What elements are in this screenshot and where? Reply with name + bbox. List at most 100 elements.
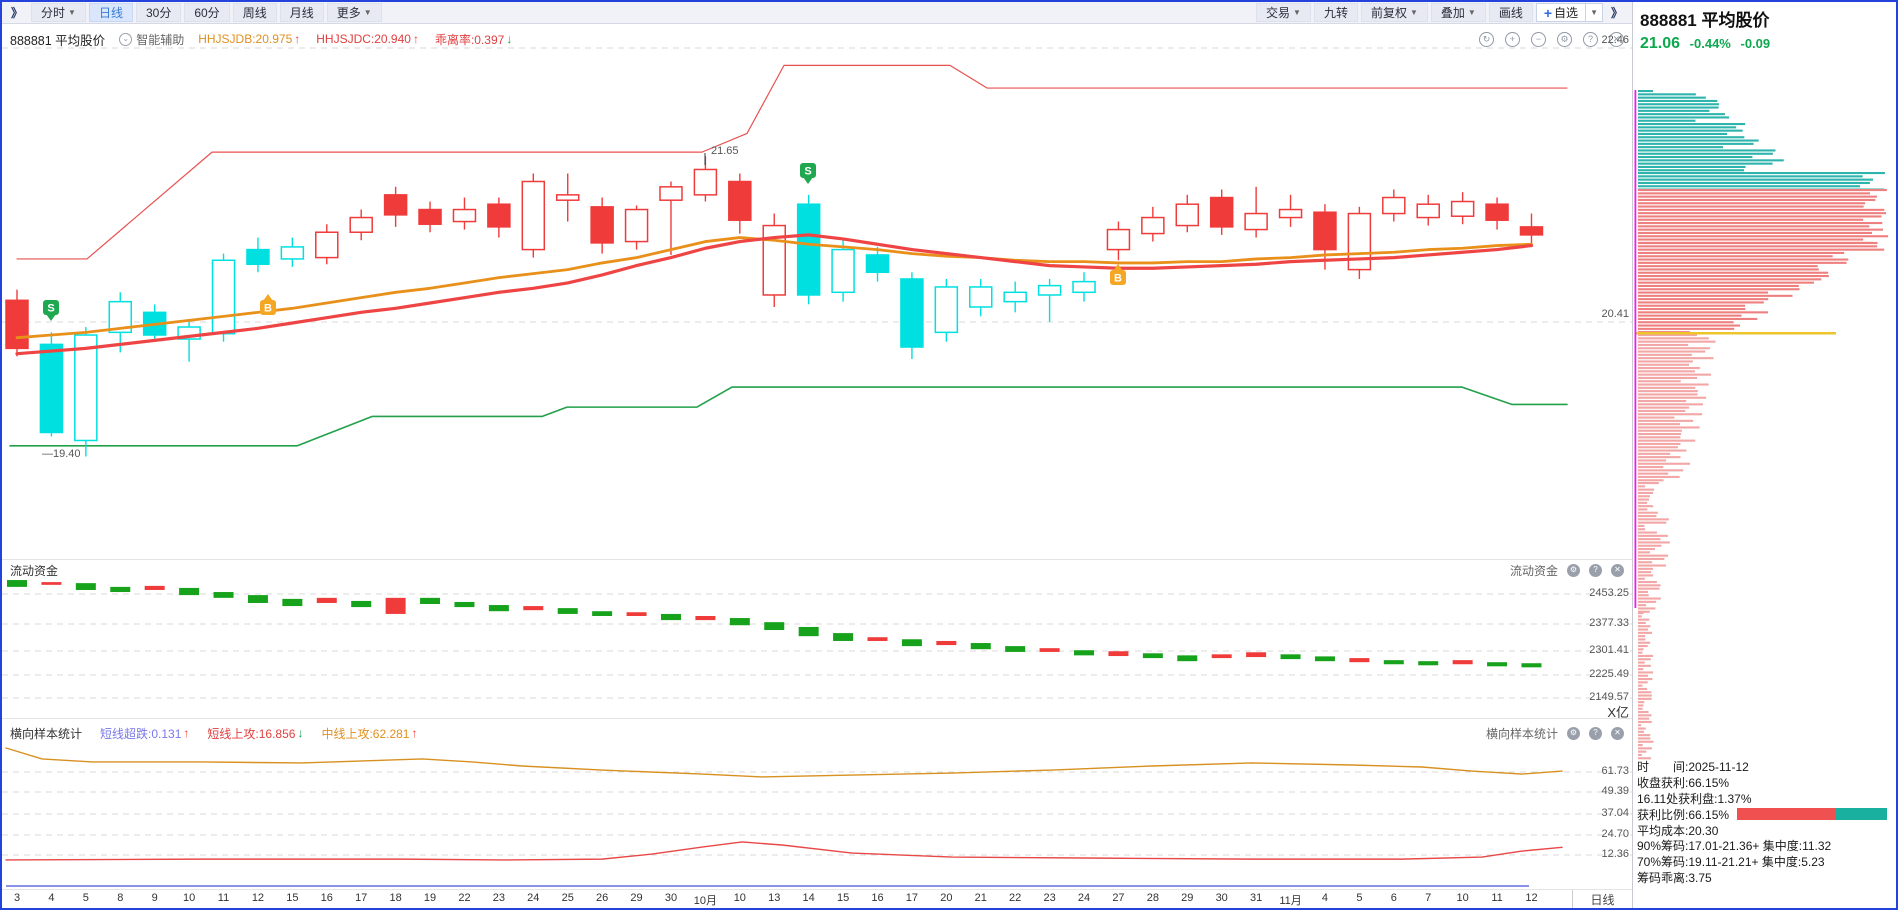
expand-icon[interactable]: 》	[1610, 6, 1623, 20]
draw-line-button[interactable]: 画线	[1488, 3, 1533, 22]
date-axis-label: 30	[664, 892, 678, 904]
plus-icon: +	[1543, 4, 1553, 21]
date-axis-label: 19	[423, 892, 437, 904]
trade-button[interactable]: 交易 ▼	[1256, 3, 1311, 22]
sell-signal-badge: S	[804, 166, 811, 178]
date-axis-label: 29	[1181, 892, 1194, 904]
date-axis-label: 15	[836, 892, 850, 904]
settings-icon[interactable]: ⚙	[1567, 726, 1580, 740]
chevron-down-icon: ▼	[1293, 7, 1301, 17]
help-icon[interactable]: ?	[1589, 726, 1602, 740]
indicator-value: 短线上攻:16.856 ↓	[207, 726, 304, 741]
date-axis-label: 23	[1043, 892, 1056, 904]
flow-panel-title: 流动资金	[10, 563, 59, 578]
tab-monthly[interactable]: 月线	[279, 3, 324, 22]
indicator-value: HHJSJDC:20.940 ↑	[316, 32, 419, 46]
date-axis-label: 25	[561, 892, 574, 904]
smart-assist-button[interactable]: ⌄ 智能辅助	[119, 31, 184, 48]
chevron-down-icon[interactable]: ▼	[1585, 4, 1602, 21]
watchlist-button[interactable]: + 自选 ▼	[1535, 3, 1603, 22]
date-axis-label: 22	[458, 892, 471, 904]
tab-more[interactable]: 更多 ▼	[326, 3, 382, 22]
tool-buttons: 交易 ▼ 九转 前复权 ▼ 叠加 ▼ 画线 + 自选 ▼ 》	[1256, 2, 1628, 24]
date-axis-label: 10	[182, 892, 196, 904]
forward-adjust-button[interactable]: 前复权 ▼	[1360, 3, 1428, 22]
buy-signal-badge: B	[1114, 273, 1122, 285]
profit-ratio-bar	[1737, 808, 1888, 821]
date-axis-label: 28	[1146, 892, 1159, 904]
panel-divider	[1632, 2, 1633, 908]
sample-axis-label: 24.70	[1601, 828, 1629, 840]
sample-panel-header: 横向样本统计 短线超跌:0.131 ↑ 短线上攻:16.856 ↓ 中线上攻:62.28…	[2, 723, 1632, 743]
date-axis-label: 24	[1077, 892, 1091, 904]
refresh-icon[interactable]: ↻	[1479, 31, 1494, 47]
settings-icon[interactable]: ⚙	[1557, 31, 1572, 47]
date-axis-label: 10	[1456, 892, 1469, 904]
date-axis-label: 6	[1390, 892, 1397, 904]
collapse-icon[interactable]: 》	[11, 6, 24, 20]
top-toolbar: 》分时 ▼ 日线 30分 60分 周线 月线 更多 ▼ 交易 ▼ 九转 前复权 ▼ 叠加 ▼ 画线 + 自选 ▼ 》	[2, 2, 1632, 24]
chip-stat-row: 90%筹码:17.01-21.36+ 集中度:11.32	[1637, 839, 1832, 854]
help-icon[interactable]: ?	[1583, 31, 1598, 47]
settings-icon[interactable]: ⚙	[1567, 563, 1580, 577]
nine-turn-button[interactable]: 九转	[1313, 3, 1358, 22]
sample-axis-label: 61.73	[1601, 765, 1629, 777]
date-axis-label: 18	[389, 892, 402, 904]
close-icon[interactable]: ✕	[1611, 726, 1624, 740]
chevron-down-icon: ▼	[68, 7, 76, 17]
price-row: 21.06 -0.44% -0.09	[1640, 35, 1896, 53]
price-axis-label: 20.41	[1601, 308, 1629, 320]
date-axis-label: 15	[286, 892, 299, 904]
flow-axis-label: 2301.41	[1589, 644, 1629, 656]
tab-daily[interactable]: 日线	[88, 3, 133, 22]
chart-header: 888881 平均股价 ⌄ 智能辅助 HHJSJDB:20.975 ↑ HHJSJD…	[2, 26, 1632, 52]
zoom-out-icon[interactable]: −	[1531, 31, 1546, 47]
panel-divider	[2, 559, 1632, 560]
date-axis-label: 7	[1425, 892, 1432, 904]
flow-axis-label: 2453.25	[1589, 587, 1629, 599]
flow-panel-header: 流动资金 流动资金 ⚙ ? ✕	[2, 560, 1632, 580]
overlay-button[interactable]: 叠加 ▼	[1430, 3, 1486, 22]
chevron-down-icon: ▼	[1409, 7, 1418, 17]
date-axis-label: 11	[217, 892, 230, 904]
date-axis-label: 5	[82, 892, 89, 904]
close-icon[interactable]: ✕	[1611, 563, 1624, 577]
date-axis-label: 23	[492, 892, 505, 904]
tab-60min[interactable]: 60分	[184, 3, 230, 22]
symbol-title: 888881 平均股价	[10, 33, 106, 48]
date-axis-label: 16	[871, 892, 884, 904]
flow-axis-unit: X亿	[1607, 705, 1629, 720]
date-axis-label: 11	[1491, 892, 1503, 904]
sample-panel-title: 横向样本统计	[10, 726, 83, 741]
low-price-annotation: —19.40	[42, 448, 81, 460]
date-axis-label: 24	[527, 892, 540, 904]
close-icon[interactable]: ✕	[1609, 31, 1624, 47]
chevron-down-icon: ▼	[363, 7, 372, 17]
sample-axis-label: 37.04	[1601, 807, 1629, 819]
change-percent: -0.44%	[1689, 36, 1731, 51]
date-axis-label: 16	[320, 892, 333, 904]
tab-weekly[interactable]: 周线	[232, 3, 277, 22]
chip-stats: 时 间:2025-11-12 收盘获利:66.15% 16.11处获利盘:1.37%…	[1637, 759, 1896, 885]
date-axis-label: 9	[151, 892, 158, 904]
date-axis-label: 4	[1321, 892, 1329, 904]
chart-toolbar-icons: ↻ + − ⚙? ✕	[1479, 26, 1624, 52]
tab-30min[interactable]: 30分	[135, 3, 182, 22]
date-axis-label: 27	[1112, 892, 1125, 904]
date-axis-label: 14	[802, 892, 815, 904]
indicator-value: 中线上攻:62.281 ↑	[321, 726, 418, 741]
chip-stat-row: 平均成本:20.30	[1637, 823, 1719, 838]
date-axis-label: 13	[768, 892, 781, 904]
tab-minute[interactable]: 分时 ▼	[31, 3, 86, 22]
panel-divider	[2, 718, 1632, 719]
sample-axis-label: 49.39	[1601, 785, 1629, 797]
flow-panel-title-right: 流动资金	[1509, 563, 1558, 578]
zoom-in-icon[interactable]: +	[1505, 31, 1520, 47]
date-axis-label: 26	[596, 892, 609, 904]
flow-axis-label: 2225.49	[1589, 668, 1629, 680]
date-axis-label: 17	[905, 892, 919, 904]
chip-stat-row: 16.11处获利盘:1.37%	[1637, 792, 1752, 806]
help-icon[interactable]: ?	[1589, 563, 1602, 577]
date-axis-label: 10月	[693, 895, 718, 907]
